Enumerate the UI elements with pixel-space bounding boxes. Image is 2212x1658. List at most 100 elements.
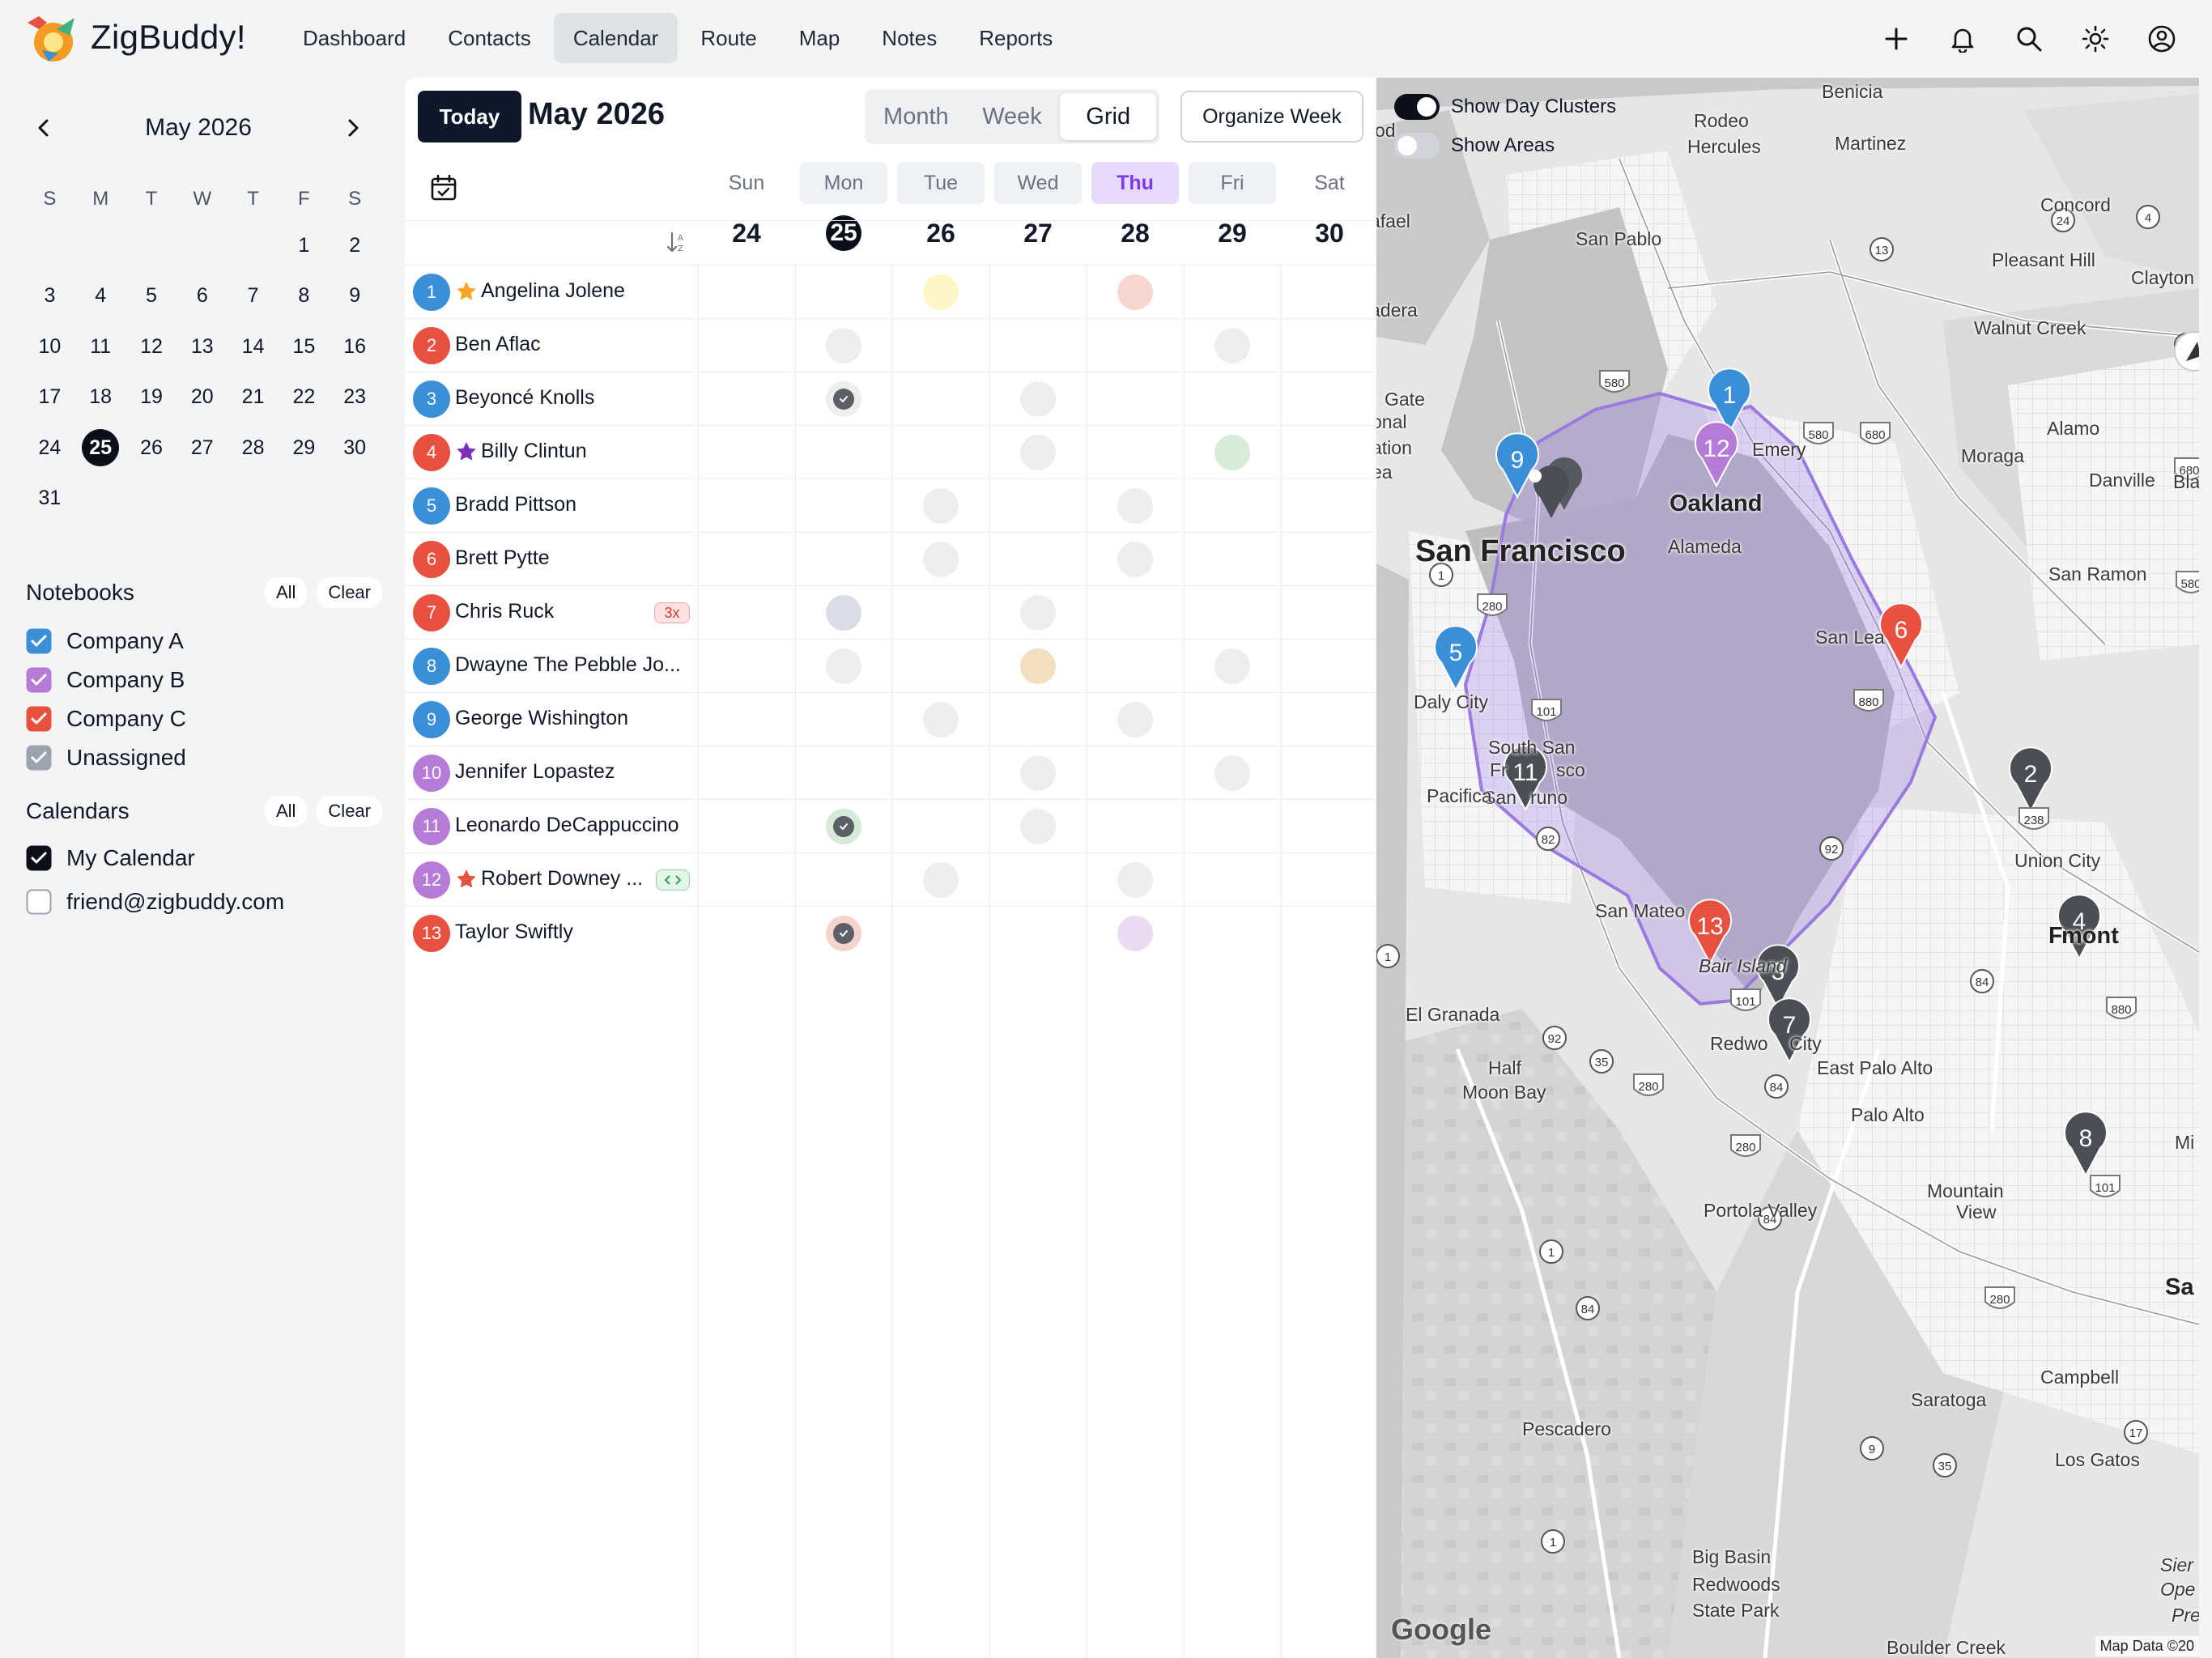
- place-marker-icon[interactable]: [1533, 465, 1570, 518]
- mini-calendar-day[interactable]: 15: [279, 321, 330, 372]
- mini-calendar-day[interactable]: 3: [24, 271, 75, 322]
- mini-calendar-day[interactable]: 5: [126, 271, 177, 322]
- checkbox-icon[interactable]: [26, 845, 52, 871]
- sun-icon[interactable]: [2078, 21, 2113, 57]
- map-pin-7[interactable]: 7: [1767, 997, 1811, 1065]
- notebook-company-a[interactable]: Company A: [26, 625, 184, 657]
- calendars-clear-button[interactable]: Clear: [317, 796, 382, 827]
- date-29[interactable]: 29: [1189, 215, 1276, 251]
- calendar-item[interactable]: friend@zigbuddy.com: [26, 886, 284, 918]
- scheduled-visit-dot[interactable]: [923, 702, 959, 738]
- mini-calendar-day[interactable]: 20: [177, 372, 228, 423]
- scheduled-visit-dot[interactable]: [1020, 755, 1056, 791]
- notebooks-all-button[interactable]: All: [264, 577, 308, 608]
- chevron-right-icon[interactable]: [342, 117, 364, 139]
- contact-row[interactable]: 10 Jennifer Lopastez: [405, 746, 1376, 799]
- search-icon[interactable]: [2011, 21, 2047, 57]
- scheduled-visit-dot[interactable]: [1117, 916, 1153, 951]
- mini-calendar-day[interactable]: 6: [177, 271, 228, 322]
- scheduled-visit-dot[interactable]: [1214, 755, 1250, 791]
- plus-icon[interactable]: [1878, 21, 1914, 57]
- nav-map[interactable]: Map: [798, 25, 840, 50]
- mini-calendar-day[interactable]: 18: [75, 372, 126, 423]
- scheduled-visit-dot[interactable]: [1117, 274, 1153, 310]
- bell-icon[interactable]: [1945, 21, 1980, 57]
- nav-notes[interactable]: Notes: [882, 25, 938, 50]
- scheduled-visit-dot[interactable]: [1020, 381, 1056, 417]
- calendars-all-button[interactable]: All: [264, 796, 308, 827]
- toggle-switch[interactable]: [1394, 133, 1440, 159]
- mini-calendar-day[interactable]: 22: [279, 372, 330, 423]
- scheduled-visit-dot[interactable]: [923, 542, 959, 577]
- checkbox-icon[interactable]: [26, 667, 52, 693]
- mini-calendar-day[interactable]: 9: [330, 271, 381, 322]
- mini-calendar-day[interactable]: 1: [279, 220, 330, 271]
- scheduled-visit-dot[interactable]: [923, 862, 959, 898]
- completed-visit-icon[interactable]: [826, 381, 861, 417]
- scheduled-visit-dot[interactable]: [1117, 862, 1153, 898]
- scheduled-visit-dot[interactable]: [826, 328, 861, 363]
- map-pin-3[interactable]: 3: [1756, 944, 1800, 1011]
- mini-calendar-day[interactable]: 31: [24, 474, 75, 525]
- scheduled-visit-dot[interactable]: [1214, 648, 1250, 684]
- contact-row[interactable]: 12 Robert Downey ...: [405, 852, 1376, 906]
- checkbox-icon[interactable]: [26, 628, 52, 654]
- mini-calendar-day[interactable]: 16: [330, 321, 381, 372]
- toggle-switch[interactable]: [1394, 94, 1440, 120]
- map-attribution[interactable]: Map Data ©20: [2095, 1636, 2199, 1656]
- mini-calendar-day[interactable]: 27: [177, 423, 228, 474]
- map-pin-8[interactable]: 8: [2064, 1111, 2108, 1178]
- scheduled-visit-dot[interactable]: [1020, 648, 1056, 684]
- mini-calendar-day[interactable]: 17: [24, 372, 75, 423]
- date-26[interactable]: 26: [897, 215, 985, 251]
- contact-row[interactable]: 9 George Wishington: [405, 692, 1376, 746]
- contact-row[interactable]: 11 Leonardo DeCappuccino: [405, 799, 1376, 852]
- nav-reports[interactable]: Reports: [979, 25, 1053, 50]
- today-button[interactable]: Today: [418, 91, 521, 142]
- mini-calendar-day[interactable]: 28: [228, 423, 279, 474]
- checkbox-icon[interactable]: [26, 745, 52, 771]
- account-icon[interactable]: [2144, 21, 2180, 57]
- mini-calendar-day[interactable]: 30: [330, 423, 381, 474]
- scheduled-visit-dot[interactable]: [1020, 595, 1056, 631]
- zigbuddy-logo-icon[interactable]: [24, 15, 78, 63]
- mini-calendar-day[interactable]: 21: [228, 372, 279, 423]
- mini-calendar-day[interactable]: 26: [126, 423, 177, 474]
- mini-calendar-day[interactable]: 23: [330, 372, 381, 423]
- organize-week-button[interactable]: Organize Week: [1180, 91, 1363, 142]
- contact-row[interactable]: 8 Dwayne The Pebble Jo...: [405, 639, 1376, 692]
- completed-visit-icon[interactable]: [826, 916, 861, 951]
- scheduled-visit-dot[interactable]: [826, 648, 861, 684]
- brand-name[interactable]: ZigBuddy!: [91, 18, 246, 56]
- scheduled-visit-dot[interactable]: [923, 274, 959, 310]
- map-pin-9[interactable]: 9: [1495, 432, 1539, 500]
- contact-row[interactable]: 3 Beyoncé Knolls: [405, 372, 1376, 425]
- scheduled-visit-dot[interactable]: [1117, 702, 1153, 738]
- view-week[interactable]: Week: [982, 103, 1042, 130]
- mini-calendar-day[interactable]: 2: [330, 220, 381, 271]
- view-month[interactable]: Month: [883, 103, 949, 130]
- scheduled-visit-dot[interactable]: [1020, 809, 1056, 844]
- mini-calendar-day[interactable]: 10: [24, 321, 75, 372]
- date-30[interactable]: 30: [1286, 215, 1373, 251]
- contact-row[interactable]: 2 Ben Aflac: [405, 318, 1376, 372]
- nav-contacts[interactable]: Contacts: [448, 25, 531, 50]
- chevron-left-icon[interactable]: [32, 117, 55, 139]
- checkbox-icon[interactable]: [26, 889, 52, 915]
- mini-calendar-day[interactable]: 13: [177, 321, 228, 372]
- scheduled-visit-dot[interactable]: [1117, 488, 1153, 524]
- mini-calendar-day[interactable]: 8: [279, 271, 330, 322]
- mini-calendar-day[interactable]: 29: [279, 423, 330, 474]
- toggle-show-day-clusters[interactable]: Show Day Clusters: [1394, 91, 1616, 123]
- scheduled-visit-dot[interactable]: [1020, 435, 1056, 470]
- mini-calendar-today[interactable]: 25: [75, 423, 126, 474]
- calendar-item[interactable]: My Calendar: [26, 842, 195, 874]
- contact-row[interactable]: 1 Angelina Jolene: [405, 265, 1376, 318]
- map-pin-5[interactable]: 5: [1434, 625, 1478, 692]
- notebooks-clear-button[interactable]: Clear: [317, 577, 382, 608]
- notebook-company-c[interactable]: Company C: [26, 703, 186, 735]
- scheduled-visit-dot[interactable]: [1214, 328, 1250, 363]
- checkbox-icon[interactable]: [26, 706, 52, 732]
